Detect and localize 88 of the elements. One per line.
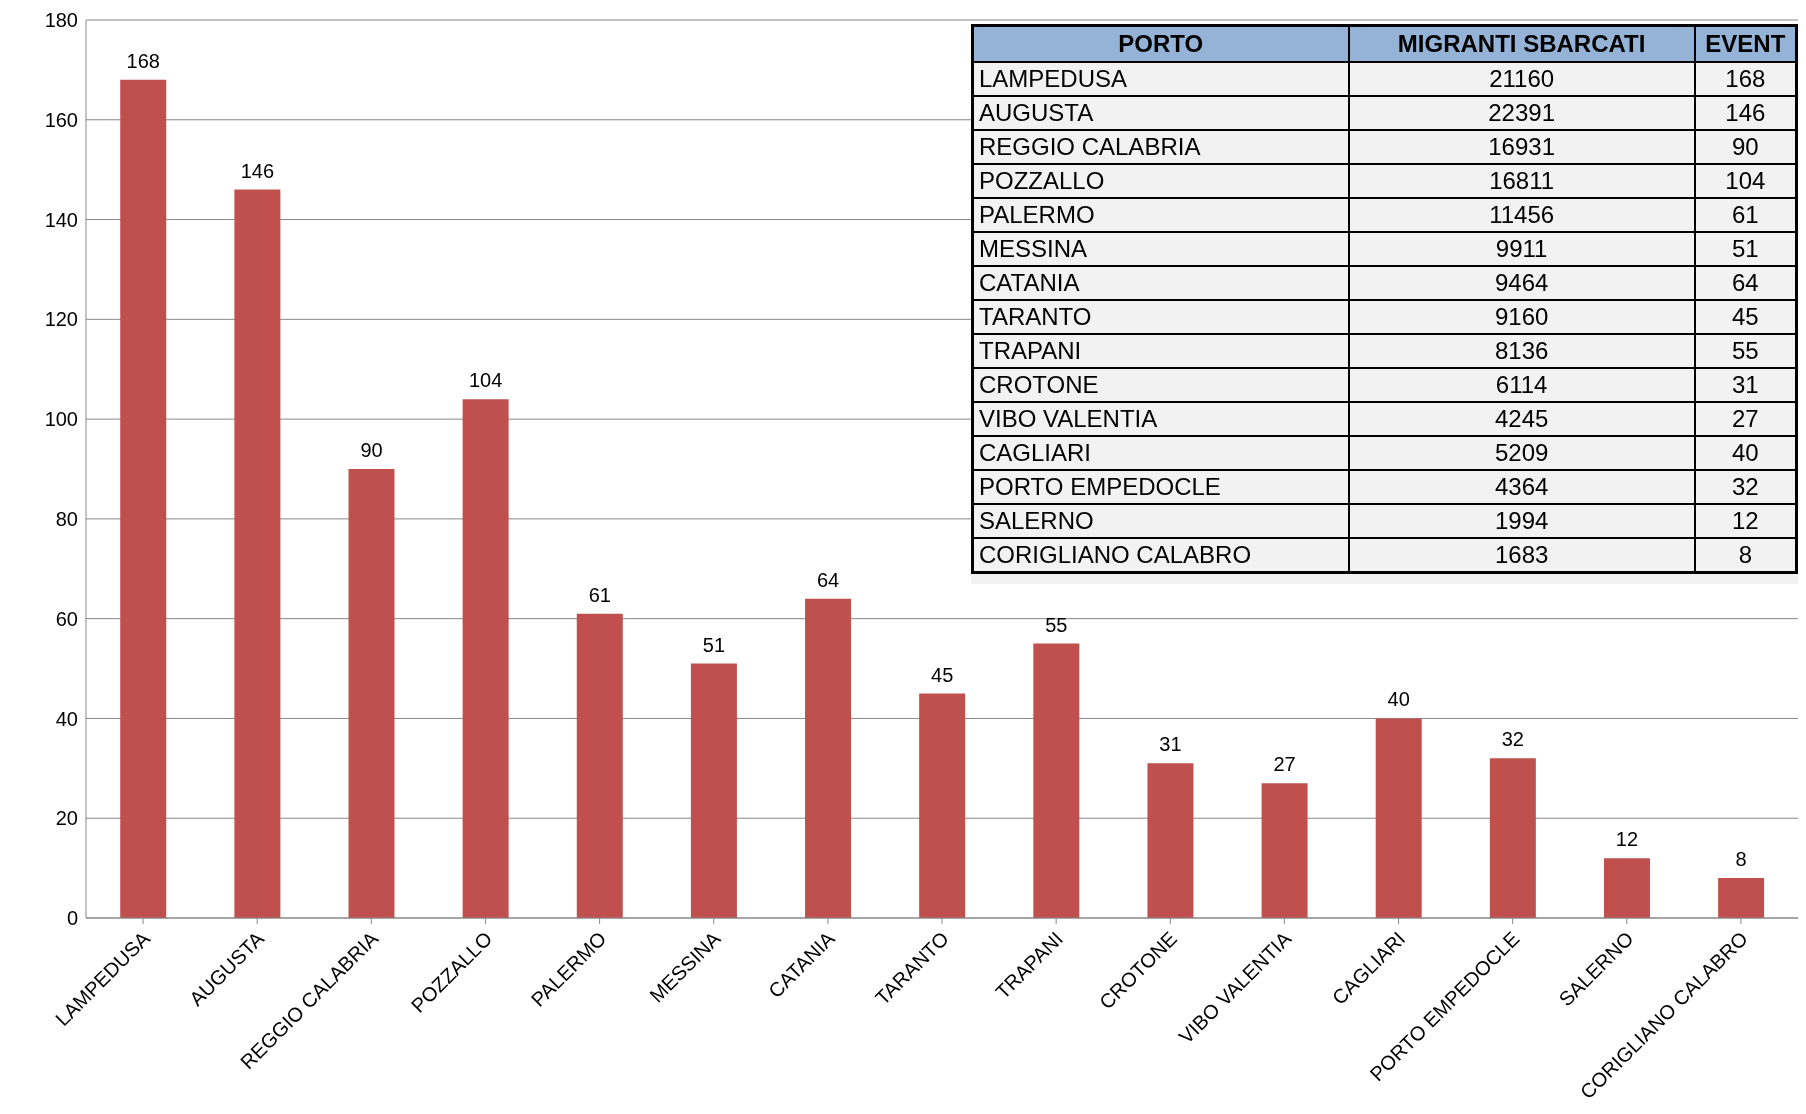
data-label: 1683	[1348, 538, 1695, 573]
category-label: MESSINA	[972, 232, 1349, 266]
data-label: 9911	[1348, 232, 1695, 266]
data-label: 90	[1694, 130, 1797, 164]
data-label: 146	[1694, 96, 1797, 130]
category-label: PALERMO	[972, 198, 1349, 232]
data-label: 12	[1615, 828, 1639, 851]
y-tick-label: 100	[44, 408, 78, 431]
text: PORTO	[972, 25, 1349, 62]
data-label: 12	[1694, 504, 1797, 538]
y-tick-label: 180	[44, 9, 78, 32]
y-tick-label: 140	[44, 208, 78, 231]
category-label: POZZALLO	[972, 164, 1349, 198]
bar	[1603, 858, 1650, 918]
data-label: 9464	[1348, 266, 1695, 300]
bar	[1147, 763, 1194, 918]
data-label: 168	[126, 49, 160, 72]
category-label: PORTO EMPEDOCLE	[972, 470, 1349, 504]
data-label: 4364	[1348, 470, 1695, 504]
data-label: 11456	[1348, 198, 1695, 232]
category-label: LAMPEDUSA	[972, 62, 1349, 96]
data-label: 51	[1694, 232, 1797, 266]
data-label: 61	[588, 583, 611, 606]
category-label: VIBO VALENTIA	[972, 402, 1349, 436]
data-label: 90	[360, 439, 383, 461]
data-label: 104	[468, 369, 503, 392]
category-label: CAGLIARI	[972, 436, 1349, 470]
bar	[120, 79, 167, 918]
data-label: 32	[1501, 728, 1524, 751]
data-label: 27	[1694, 402, 1797, 436]
data-label: 8	[1694, 538, 1797, 573]
data-label: 55	[1694, 334, 1797, 368]
bar	[576, 613, 623, 918]
bar	[1375, 718, 1422, 918]
bar	[348, 469, 395, 918]
data-label: 51	[702, 633, 726, 656]
data-label: 40	[1694, 436, 1797, 470]
category-label: SALERNO	[972, 504, 1349, 538]
y-tick-label: 160	[44, 108, 78, 131]
bar	[1261, 783, 1308, 918]
data-label: 64	[816, 568, 840, 591]
category-label: AUGUSTA	[972, 96, 1349, 130]
bar	[690, 663, 737, 918]
data-label: 104	[1694, 164, 1797, 198]
data-label: 1994	[1348, 504, 1695, 538]
data-label: 9160	[1348, 300, 1695, 334]
data-label: 61	[1694, 198, 1797, 232]
data-label: 5209	[1348, 436, 1695, 470]
data-label: 146	[240, 159, 275, 182]
bar	[1489, 758, 1536, 918]
y-tick-label: 120	[44, 308, 78, 331]
data-label: 21160	[1348, 62, 1695, 96]
data-label: 55	[1045, 613, 1068, 636]
data-label: 8136	[1348, 334, 1695, 368]
bar	[1718, 878, 1765, 918]
bar	[805, 598, 852, 918]
data-label: 64	[1694, 266, 1797, 300]
data-label: 168	[1694, 62, 1797, 96]
category-label: CATANIA	[972, 266, 1349, 300]
y-tick-label: 20	[55, 807, 78, 830]
data-label: 22391	[1348, 96, 1695, 130]
category-label: CROTONE	[972, 368, 1349, 402]
data-label: 16931	[1348, 130, 1695, 164]
data-label: 16811	[1348, 164, 1695, 198]
data-label: 45	[1694, 300, 1797, 334]
text: EVENT	[1694, 25, 1797, 62]
series-label: MIGRANTI SBARCATI	[1348, 25, 1695, 62]
y-tick-label: 60	[55, 607, 78, 630]
y-tick-label: 40	[55, 707, 78, 730]
category-label: CORIGLIANO CALABRO	[972, 538, 1349, 573]
bar	[1033, 643, 1080, 918]
data-label: 32	[1694, 470, 1797, 504]
data-label: 40	[1387, 688, 1410, 711]
y-tick-label: 0	[66, 907, 78, 930]
data-label: 27	[1273, 753, 1296, 776]
category-label: TRAPANI	[972, 334, 1349, 368]
data-label: 8	[1735, 848, 1747, 871]
category-label: REGGIO CALABRIA	[972, 130, 1349, 164]
bar	[234, 189, 281, 918]
data-label: 6114	[1348, 368, 1695, 402]
y-tick-label: 80	[55, 507, 78, 530]
data-label: 31	[1159, 733, 1182, 756]
data-label: 31	[1694, 368, 1797, 402]
data-label: 45	[931, 663, 954, 686]
data-label: 4245	[1348, 402, 1695, 436]
bar	[919, 693, 966, 918]
category-label: TARANTO	[972, 300, 1349, 334]
bar	[462, 399, 509, 918]
